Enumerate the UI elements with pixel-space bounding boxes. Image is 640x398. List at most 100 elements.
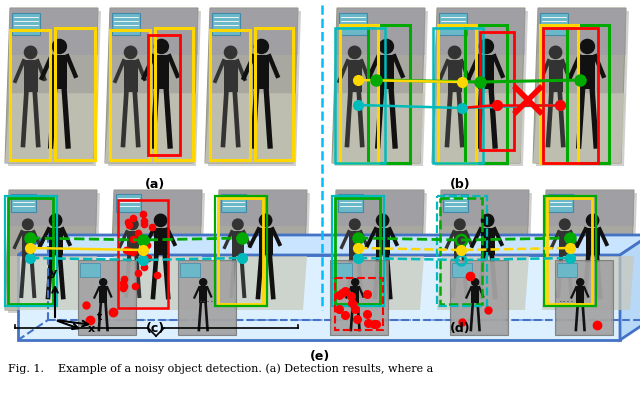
Polygon shape	[620, 235, 640, 340]
Bar	[49, 228, 63, 255]
Polygon shape	[5, 256, 97, 310]
Bar	[332, 196, 384, 306]
Polygon shape	[8, 11, 101, 166]
Polygon shape	[332, 256, 424, 310]
Bar	[210, 30, 250, 160]
Text: (e): (e)	[310, 350, 330, 363]
Circle shape	[559, 219, 570, 230]
Bar	[559, 231, 571, 256]
Polygon shape	[542, 190, 634, 310]
Polygon shape	[108, 11, 201, 166]
Bar	[368, 25, 410, 163]
Bar	[548, 60, 563, 92]
Text: Fig. 1.    Example of a noisy object detection. (a) Detection results, where a: Fig. 1. Example of a noisy object detect…	[8, 363, 433, 374]
Bar	[338, 194, 363, 212]
Text: ....: ....	[559, 291, 575, 304]
Circle shape	[349, 219, 360, 230]
Bar	[154, 228, 168, 255]
Polygon shape	[538, 8, 626, 55]
Bar	[471, 287, 479, 303]
Bar	[339, 13, 367, 35]
Polygon shape	[335, 193, 427, 313]
Bar	[376, 228, 390, 255]
Bar	[5, 196, 57, 306]
Circle shape	[479, 39, 493, 53]
Bar	[112, 13, 140, 35]
Polygon shape	[555, 260, 613, 335]
Bar	[212, 13, 240, 35]
Circle shape	[348, 46, 361, 59]
Bar	[255, 28, 293, 160]
Circle shape	[154, 39, 168, 53]
Circle shape	[225, 46, 237, 59]
Bar	[24, 60, 38, 92]
Text: x: x	[88, 324, 95, 334]
Polygon shape	[536, 11, 629, 166]
Polygon shape	[9, 190, 97, 226]
Circle shape	[352, 279, 359, 286]
Bar	[221, 194, 246, 212]
Bar	[332, 263, 352, 277]
Polygon shape	[546, 190, 634, 226]
Bar	[351, 287, 359, 303]
Polygon shape	[332, 190, 424, 310]
Polygon shape	[533, 93, 626, 163]
Circle shape	[376, 214, 388, 226]
Polygon shape	[110, 256, 202, 310]
Bar	[544, 196, 596, 306]
Bar	[440, 198, 482, 304]
Circle shape	[580, 39, 595, 53]
Bar	[567, 25, 609, 163]
Polygon shape	[10, 8, 98, 55]
Polygon shape	[218, 193, 310, 313]
Polygon shape	[337, 8, 425, 55]
Circle shape	[232, 219, 243, 230]
Bar	[348, 60, 362, 92]
Polygon shape	[215, 190, 307, 310]
Polygon shape	[330, 260, 388, 335]
Bar	[335, 28, 385, 163]
Polygon shape	[336, 190, 424, 226]
Bar	[232, 231, 244, 256]
Bar	[80, 263, 100, 277]
Bar	[452, 263, 472, 277]
Polygon shape	[105, 93, 198, 163]
Circle shape	[380, 39, 394, 53]
Text: (c): (c)	[145, 322, 164, 335]
Polygon shape	[5, 190, 97, 310]
Bar	[253, 55, 269, 90]
Polygon shape	[80, 262, 134, 333]
Bar	[576, 287, 584, 303]
Polygon shape	[542, 256, 634, 310]
Polygon shape	[450, 260, 508, 335]
Polygon shape	[332, 93, 425, 163]
Bar	[480, 32, 514, 150]
Bar	[55, 28, 95, 160]
Bar	[340, 25, 378, 163]
Circle shape	[52, 39, 67, 53]
Circle shape	[22, 219, 33, 230]
Text: t: t	[97, 312, 102, 322]
Polygon shape	[110, 8, 198, 55]
Polygon shape	[545, 193, 637, 313]
Text: (d): (d)	[450, 322, 470, 335]
Bar	[481, 228, 495, 255]
Polygon shape	[437, 190, 529, 310]
Bar	[118, 200, 168, 308]
Bar	[443, 194, 468, 212]
Text: y: y	[49, 268, 56, 278]
Polygon shape	[335, 11, 428, 166]
Polygon shape	[78, 260, 136, 335]
Polygon shape	[441, 190, 529, 226]
Polygon shape	[18, 235, 640, 255]
Bar	[465, 25, 507, 163]
Polygon shape	[205, 93, 298, 163]
Polygon shape	[180, 262, 234, 333]
Circle shape	[24, 46, 36, 59]
Polygon shape	[452, 262, 506, 333]
Circle shape	[550, 46, 562, 59]
Bar	[547, 198, 592, 304]
Circle shape	[449, 46, 461, 59]
Circle shape	[100, 279, 107, 286]
Polygon shape	[178, 260, 236, 335]
